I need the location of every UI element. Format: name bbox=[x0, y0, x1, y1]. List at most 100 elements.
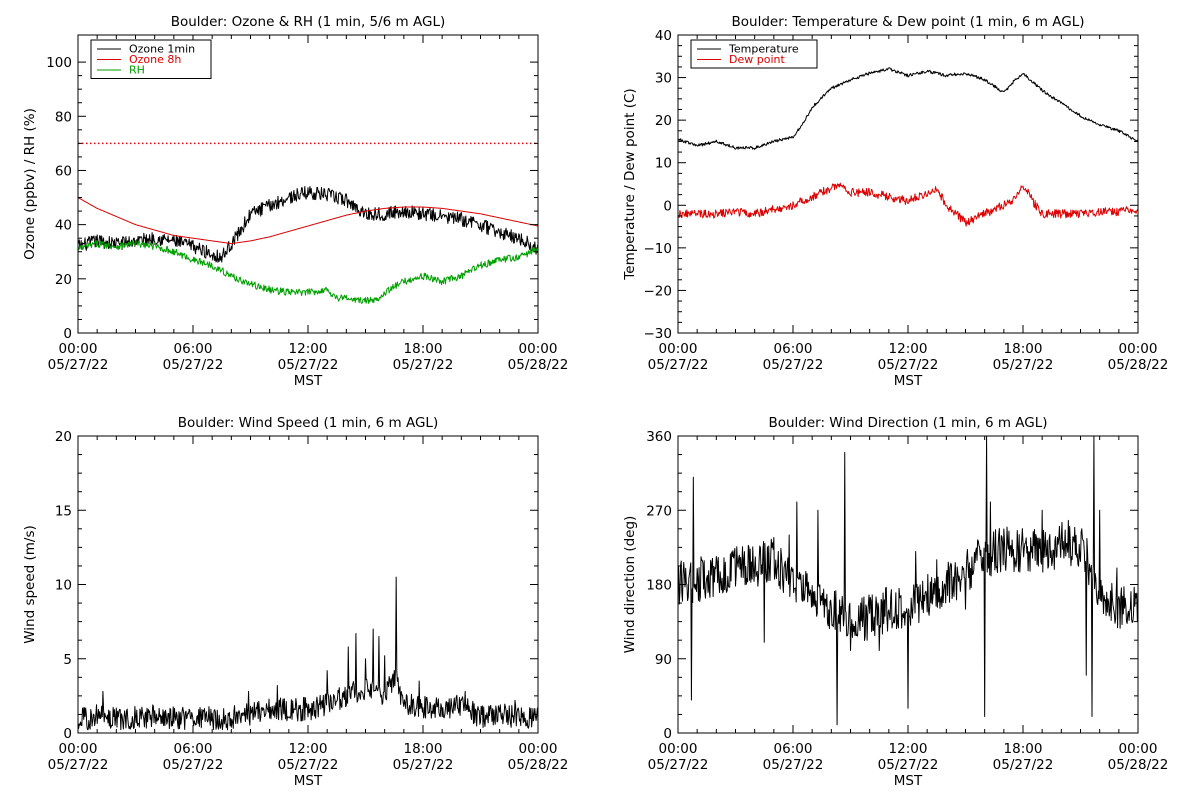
y-tick-label: 360 bbox=[646, 429, 672, 445]
x-tick-label-time: 00:00 bbox=[519, 341, 558, 357]
plot-frame bbox=[77, 435, 539, 734]
x-tick-label-time: 06:00 bbox=[174, 341, 213, 357]
legend-label: Dew point bbox=[729, 53, 785, 66]
y-axis-label: Ozone (ppbv) / RH (%) bbox=[22, 108, 38, 260]
plot-frame bbox=[77, 34, 539, 334]
x-tick-label-time: 00:00 bbox=[1119, 341, 1158, 357]
y-tick-label: 20 bbox=[55, 272, 72, 288]
x-tick-label-time: 00:00 bbox=[659, 741, 698, 757]
series-line-ozone-1min bbox=[78, 185, 538, 263]
x-tick-label-date: 05/27/22 bbox=[48, 757, 109, 773]
x-tick-label-date: 05/27/22 bbox=[163, 757, 224, 773]
panel-wind_dir: Boulder: Wind Direction (1 min, 6 m AGL)… bbox=[622, 415, 1168, 789]
legend-label: Ozone 8h bbox=[129, 53, 181, 66]
y-tick-label: 40 bbox=[55, 218, 72, 234]
x-tick-label-time: 00:00 bbox=[659, 341, 698, 357]
y-tick-label: −30 bbox=[644, 326, 673, 342]
x-tick-label-time: 12:00 bbox=[889, 741, 928, 757]
plot-area bbox=[78, 142, 538, 304]
x-tick-label-time: 06:00 bbox=[174, 741, 213, 757]
y-tick-label: 15 bbox=[55, 503, 72, 519]
panel-ozone_rh: Boulder: Ozone & RH (1 min, 5/6 m AGL) 0 2… bbox=[22, 14, 568, 389]
x-tick-label-date: 05/27/22 bbox=[878, 357, 939, 373]
panel-temp_dew: Boulder: Temperature & Dew point (1 min,… bbox=[622, 14, 1168, 389]
y-tick-label: 80 bbox=[55, 109, 72, 125]
legend-box bbox=[690, 39, 818, 69]
x-axis-label: MST bbox=[894, 373, 923, 389]
series-line-rh bbox=[78, 240, 538, 304]
x-tick-label-time: 18:00 bbox=[404, 741, 443, 757]
chart-title: Boulder: Wind Direction (1 min, 6 m AGL) bbox=[768, 415, 1047, 431]
x-axis-label: MST bbox=[294, 373, 323, 389]
y-tick-label: 180 bbox=[646, 578, 672, 594]
plot-area bbox=[678, 436, 1138, 726]
x-tick-label-time: 00:00 bbox=[59, 341, 98, 357]
plot-area bbox=[678, 67, 1138, 227]
y-tick-label: 20 bbox=[55, 429, 72, 445]
x-tick-label-date: 05/27/22 bbox=[278, 357, 339, 373]
x-axis-label: MST bbox=[894, 773, 923, 789]
y-tick-label: −10 bbox=[644, 241, 673, 257]
x-tick-label-date: 05/27/22 bbox=[763, 757, 824, 773]
y-tick-label: 40 bbox=[655, 28, 672, 44]
legend-label: Ozone 1min bbox=[129, 43, 195, 56]
y-axis-label: Temperature / Dew point (C) bbox=[622, 88, 638, 280]
x-tick-label-date: 05/28/22 bbox=[1108, 757, 1169, 773]
x-tick-label-date: 05/27/22 bbox=[763, 357, 824, 373]
x-tick-label-time: 12:00 bbox=[289, 741, 328, 757]
plot-area bbox=[78, 576, 538, 731]
y-tick-label: 60 bbox=[55, 163, 72, 179]
y-tick-label: 0 bbox=[63, 326, 72, 342]
chart-title: Boulder: Temperature & Dew point (1 min,… bbox=[732, 14, 1085, 30]
series-line-series-0 bbox=[78, 576, 538, 731]
x-tick-label-date: 05/27/22 bbox=[993, 757, 1054, 773]
y-tick-label: 0 bbox=[663, 198, 672, 214]
plot-frame bbox=[677, 34, 1139, 334]
y-tick-label: 270 bbox=[646, 503, 672, 519]
x-tick-label-time: 18:00 bbox=[1004, 741, 1043, 757]
x-tick-label-date: 05/27/22 bbox=[163, 357, 224, 373]
chart-title: Boulder: Ozone & RH (1 min, 5/6 m AGL) bbox=[171, 14, 446, 30]
y-axis-label: Wind direction (deg) bbox=[622, 516, 638, 654]
x-tick-label-time: 18:00 bbox=[1004, 341, 1043, 357]
x-tick-label-time: 00:00 bbox=[1119, 741, 1158, 757]
y-tick-label: −20 bbox=[644, 283, 673, 299]
x-tick-label-date: 05/28/22 bbox=[508, 357, 569, 373]
x-tick-label-date: 05/27/22 bbox=[48, 357, 109, 373]
x-tick-label-date: 05/27/22 bbox=[993, 357, 1054, 373]
chart-title: Boulder: Wind Speed (1 min, 6 m AGL) bbox=[178, 415, 438, 431]
y-tick-label: 20 bbox=[655, 113, 672, 129]
x-tick-label-date: 05/27/22 bbox=[393, 357, 454, 373]
x-tick-label-date: 05/28/22 bbox=[508, 757, 569, 773]
y-tick-label: 10 bbox=[655, 156, 672, 172]
x-tick-label-time: 06:00 bbox=[774, 741, 813, 757]
x-tick-label-date: 05/27/22 bbox=[648, 357, 709, 373]
y-tick-label: 0 bbox=[63, 726, 72, 742]
x-tick-label-time: 06:00 bbox=[774, 341, 813, 357]
legend-label: RH bbox=[129, 64, 145, 77]
x-tick-label-time: 00:00 bbox=[519, 741, 558, 757]
x-tick-label-date: 05/27/22 bbox=[278, 757, 339, 773]
panel-wind_speed: Boulder: Wind Speed (1 min, 6 m AGL) 0 5 10… bbox=[22, 415, 568, 789]
x-tick-label-date: 05/28/22 bbox=[1108, 357, 1169, 373]
x-tick-label-time: 18:00 bbox=[404, 341, 443, 357]
x-tick-label-time: 12:00 bbox=[889, 341, 928, 357]
x-tick-label-date: 05/27/22 bbox=[878, 757, 939, 773]
x-tick-label-time: 12:00 bbox=[289, 341, 328, 357]
x-tick-label-date: 05/27/22 bbox=[393, 757, 454, 773]
y-axis-label: Wind speed (m/s) bbox=[22, 525, 38, 644]
y-tick-label: 10 bbox=[55, 578, 72, 594]
y-tick-label: 0 bbox=[663, 726, 672, 742]
x-tick-label-date: 05/27/22 bbox=[648, 757, 709, 773]
y-tick-label: 100 bbox=[46, 55, 72, 71]
series-line-dew-point bbox=[678, 182, 1138, 227]
y-tick-label: 90 bbox=[655, 652, 672, 668]
y-tick-label: 5 bbox=[63, 652, 72, 668]
x-axis-label: MST bbox=[294, 773, 323, 789]
series-line-temperature bbox=[678, 67, 1138, 150]
legend-label: Temperature bbox=[728, 43, 799, 56]
y-tick-label: 30 bbox=[655, 71, 672, 87]
